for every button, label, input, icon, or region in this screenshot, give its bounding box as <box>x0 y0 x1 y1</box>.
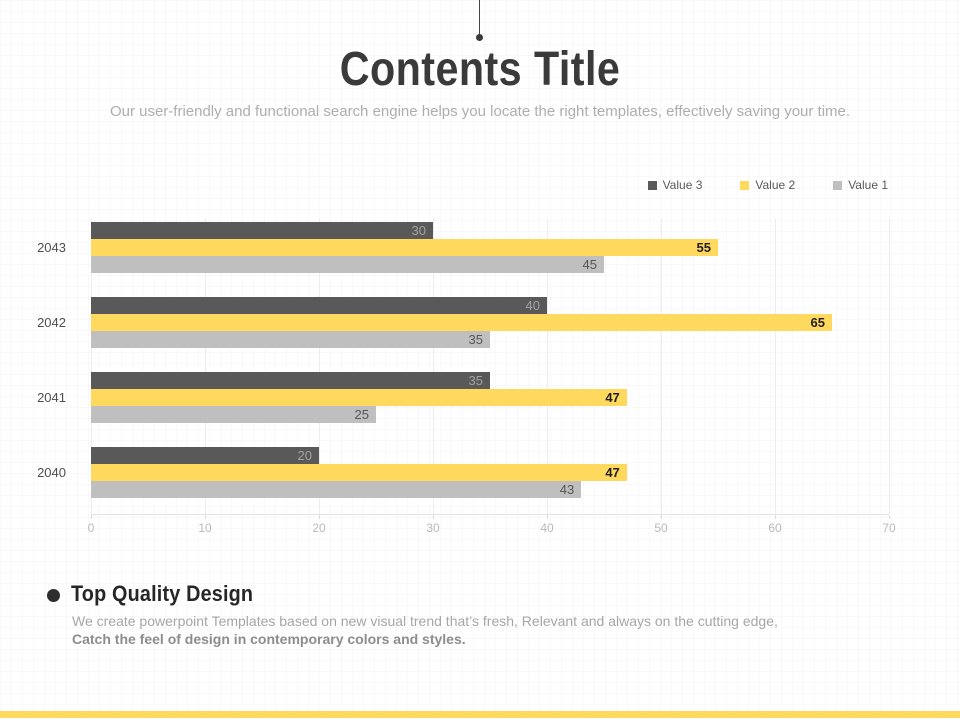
legend-item-value2: Value 2 <box>740 178 795 192</box>
bar: 45 <box>91 256 604 273</box>
category-label: 2040 <box>37 464 66 480</box>
axis-tick <box>319 515 320 519</box>
bar-value-label: 65 <box>810 315 825 330</box>
bar: 35 <box>91 372 490 389</box>
chart-plot-area: 30 55 45 40 65 35 35 47 25 20 47 43 <box>91 218 890 515</box>
bar-value-label: 35 <box>468 332 483 347</box>
axis-tick <box>433 515 434 519</box>
gridline <box>889 218 890 514</box>
bar: 30 <box>91 222 433 239</box>
x-tick-label: 50 <box>654 521 668 535</box>
top-connector-line <box>479 0 480 36</box>
axis-tick <box>775 515 776 519</box>
gridline <box>775 218 776 514</box>
x-tick-label: 10 <box>198 521 212 535</box>
legend-label-value2: Value 2 <box>755 178 796 192</box>
bar-value-label: 20 <box>297 448 312 463</box>
legend-swatch-value2-icon <box>740 180 750 190</box>
bar-value-label: 45 <box>582 257 597 272</box>
footer-accent-bar <box>0 711 960 718</box>
bullet-icon <box>47 589 60 602</box>
legend-swatch-value1-icon <box>833 180 843 190</box>
x-tick-label: 0 <box>87 521 95 535</box>
bar: 40 <box>91 297 547 314</box>
bar-chart: 2043 2042 2041 2040 30 55 45 40 65 35 35 47 25 20 47 4… <box>0 218 960 548</box>
axis-tick <box>205 515 206 519</box>
category-label: 2042 <box>37 314 66 330</box>
x-tick-label: 60 <box>768 521 782 535</box>
page-subtitle: Our user-friendly and functional search … <box>109 103 851 120</box>
x-tick-label: 30 <box>426 521 440 535</box>
bar-value-label: 30 <box>411 223 426 238</box>
bar: 35 <box>91 331 490 348</box>
category-label: 2041 <box>37 389 66 405</box>
x-tick-label: 20 <box>312 521 326 535</box>
category-label: 2043 <box>37 239 66 255</box>
legend-label-value3: Value 3 <box>662 178 703 192</box>
bar-value-label: 35 <box>468 373 483 388</box>
chart-legend: Value 3 Value 2 Value 1 <box>647 178 888 192</box>
legend-item-value1: Value 1 <box>833 178 888 192</box>
bar: 20 <box>91 447 319 464</box>
bar: 55 <box>91 239 718 256</box>
gridline <box>205 218 206 514</box>
axis-tick <box>661 515 662 519</box>
legend-label-value1: Value 1 <box>848 178 888 192</box>
bar-value-label: 47 <box>605 465 620 480</box>
bar: 65 <box>91 314 832 331</box>
gridline <box>661 218 662 514</box>
legend-item-value3: Value 3 <box>647 178 703 192</box>
bar: 47 <box>91 389 627 406</box>
bar-value-label: 55 <box>696 240 711 255</box>
x-tick-label: 70 <box>882 521 896 535</box>
bar-value-label: 25 <box>354 407 369 422</box>
section-body-bold: Catch the feel of design in contemporary… <box>72 631 466 647</box>
axis-tick <box>91 515 92 519</box>
bar-value-label: 43 <box>559 482 575 497</box>
bar: 25 <box>91 406 376 423</box>
axis-tick <box>547 515 548 519</box>
bar-value-label: 40 <box>525 298 540 313</box>
x-tick-label: 40 <box>540 521 554 535</box>
section-heading: Top Quality Design <box>71 581 254 606</box>
page-title: Contents Title <box>339 43 621 96</box>
gridline <box>91 218 92 514</box>
bar-value-label: 47 <box>605 390 620 405</box>
gridline <box>433 218 434 514</box>
legend-swatch-value3-icon <box>647 180 657 190</box>
gridline <box>319 218 320 514</box>
bar: 43 <box>91 481 582 498</box>
chart-value-axis: 0 10 20 30 40 50 60 70 <box>87 515 896 537</box>
top-connector-dot <box>476 34 483 41</box>
axis-tick <box>889 515 890 519</box>
section-body-regular: We create powerpoint Templates based on … <box>72 613 778 629</box>
gridline <box>547 218 548 514</box>
chart-category-axis: 2043 2042 2041 2040 <box>0 218 79 514</box>
bar: 47 <box>91 464 627 481</box>
